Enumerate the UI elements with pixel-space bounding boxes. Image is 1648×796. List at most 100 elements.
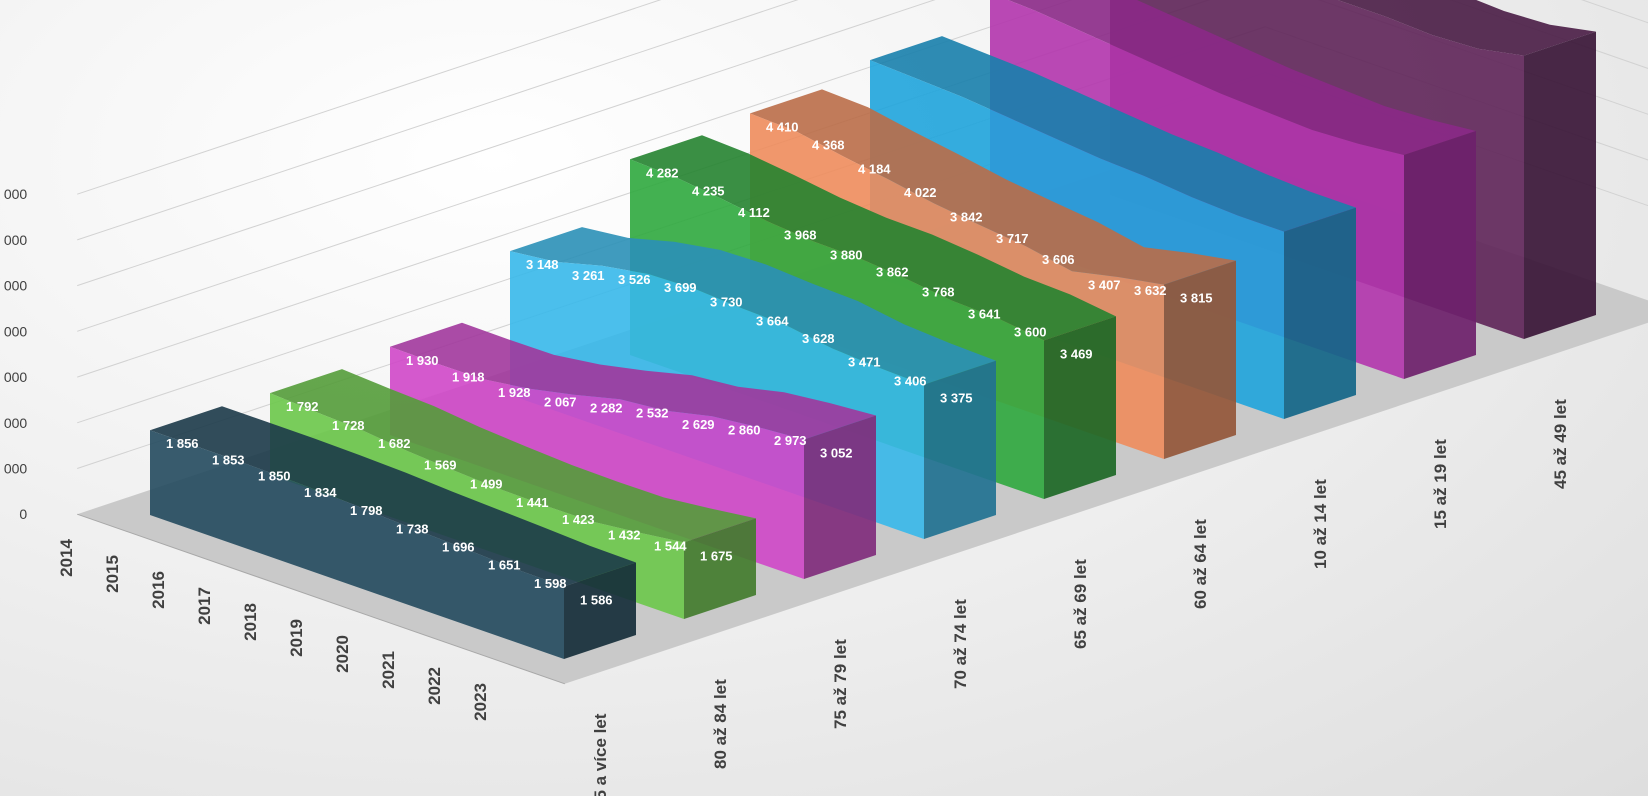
series-top-surface xyxy=(510,227,996,385)
category-label: 60 až 64 let xyxy=(1191,519,1210,609)
data-label: 4 410 xyxy=(766,119,799,134)
category-label: 75 až 79 let xyxy=(831,639,850,729)
y-tick-label: 2 000 xyxy=(0,415,27,431)
x-tick-label: 2022 xyxy=(425,667,444,705)
data-label: 3 968 xyxy=(784,228,817,243)
series-end-cap xyxy=(1164,260,1236,459)
data-label: 1 928 xyxy=(498,385,531,400)
y-tick-label: 4 000 xyxy=(0,323,27,339)
series-end-cap xyxy=(684,518,756,619)
category-axis: 45 až 49 let 15 až 19 let 10 až 14 let 60 a… xyxy=(591,399,1570,796)
data-label: 2 629 xyxy=(682,417,715,432)
data-label: 3 842 xyxy=(950,209,983,224)
data-label: 3 407 xyxy=(1088,277,1121,292)
data-label: 3 699 xyxy=(664,280,697,295)
data-label: 1 738 xyxy=(396,522,429,537)
series-end-cap xyxy=(1404,131,1476,379)
data-label: 1 441 xyxy=(516,495,549,510)
data-label: 3 526 xyxy=(618,272,651,287)
x-tick-label: 2014 xyxy=(57,538,76,576)
data-label: 4 112 xyxy=(738,205,770,220)
data-label: 3 768 xyxy=(922,285,955,300)
y-tick-label: 5 000 xyxy=(0,278,27,294)
data-label: 3 406 xyxy=(894,373,927,388)
category-label: 85 a více let xyxy=(591,713,610,796)
data-label: 1 651 xyxy=(488,558,521,573)
series-layer: 4 410 4 368 4 184 4 022 3 842 3 717 3 606 3 407… xyxy=(150,0,1596,659)
y-tick-label: 0 xyxy=(19,506,27,522)
data-label: 2 973 xyxy=(774,433,807,448)
category-label: 70 až 74 let xyxy=(951,599,970,689)
x-tick-label: 2023 xyxy=(471,683,490,721)
data-label: 3 664 xyxy=(756,314,789,329)
y-tick-label: 7 000 xyxy=(0,186,27,202)
x-axis-years: 2014 2015 2016 2017 2018 2019 2020 2021 2022 2023 xyxy=(57,538,490,720)
data-label: 3 628 xyxy=(802,331,835,346)
category-label: 45 až 49 let xyxy=(1551,399,1570,489)
series-area xyxy=(150,430,564,659)
data-label: 1 544 xyxy=(654,538,687,553)
data-label: 1 423 xyxy=(562,512,595,527)
data-label: 1 856 xyxy=(166,436,199,451)
data-label: 1 682 xyxy=(378,436,411,451)
data-label: 1 853 xyxy=(212,452,245,467)
series-top-surface xyxy=(630,135,1116,341)
data-label: 4 022 xyxy=(904,185,937,200)
x-tick-label: 2016 xyxy=(149,571,168,609)
data-label: 3 880 xyxy=(830,248,863,263)
data-label: 1 432 xyxy=(608,528,641,543)
data-label: 3 052 xyxy=(820,445,853,460)
data-label: 1 675 xyxy=(700,548,733,563)
data-label: 1 586 xyxy=(580,592,613,607)
series-end-cap xyxy=(924,360,996,539)
gridline xyxy=(77,0,799,241)
gridline xyxy=(77,0,1648,287)
series-end-cap xyxy=(564,562,636,659)
data-label: 2 860 xyxy=(728,422,761,437)
x-tick-label: 2019 xyxy=(287,619,306,657)
series-end-cap xyxy=(1044,316,1116,499)
data-label: 4 184 xyxy=(858,162,891,177)
data-label: 2 532 xyxy=(636,405,669,420)
gridline xyxy=(77,0,662,195)
y-tick-label: 6 000 xyxy=(0,232,27,248)
category-label: 65 až 69 let xyxy=(1071,559,1090,649)
series-top-surface xyxy=(1338,0,1596,56)
data-label: 3 641 xyxy=(968,307,1001,322)
series-top-surface xyxy=(270,369,756,543)
series-end-cap xyxy=(1284,207,1356,419)
data-label: 1 728 xyxy=(332,418,365,433)
x-tick-label: 2018 xyxy=(241,603,260,641)
data-label: 3 261 xyxy=(572,268,605,283)
series-end-cap xyxy=(804,415,876,579)
data-label: 3 600 xyxy=(1014,324,1047,339)
data-label: 1 850 xyxy=(258,468,291,483)
series-end-cap xyxy=(1524,31,1596,339)
x-tick-label: 2020 xyxy=(333,635,352,673)
data-label: 4 368 xyxy=(812,137,845,152)
data-label: 3 469 xyxy=(1060,346,1093,361)
data-label: 3 148 xyxy=(526,257,559,272)
category-label: 80 až 84 let xyxy=(711,679,730,769)
data-label: 4 282 xyxy=(646,165,679,180)
series-top-surface xyxy=(390,322,876,440)
data-label: 3 606 xyxy=(1042,252,1075,267)
data-label: 1 499 xyxy=(470,476,503,491)
x-tick-label: 2021 xyxy=(379,651,398,689)
y-tick-label: 3 000 xyxy=(0,369,27,385)
series-top-surface xyxy=(150,406,636,587)
data-label: 3 815 xyxy=(1180,291,1213,306)
series-0: 1 856 1 853 1 850 1 834 1 798 1 738 1 696 1 651… xyxy=(150,406,636,659)
data-label: 1 798 xyxy=(350,503,383,518)
data-label: 3 632 xyxy=(1134,283,1167,298)
data-label: 1 834 xyxy=(304,485,337,500)
data-label: 1 918 xyxy=(452,369,485,384)
x-axis-line xyxy=(77,513,565,685)
data-label: 1 930 xyxy=(406,353,439,368)
x-tick-label: 2017 xyxy=(195,587,214,625)
data-label: 3 862 xyxy=(876,264,909,279)
data-label: 1 569 xyxy=(424,457,457,472)
data-label: 3 730 xyxy=(710,294,743,309)
x-tick-label: 2015 xyxy=(103,555,122,593)
